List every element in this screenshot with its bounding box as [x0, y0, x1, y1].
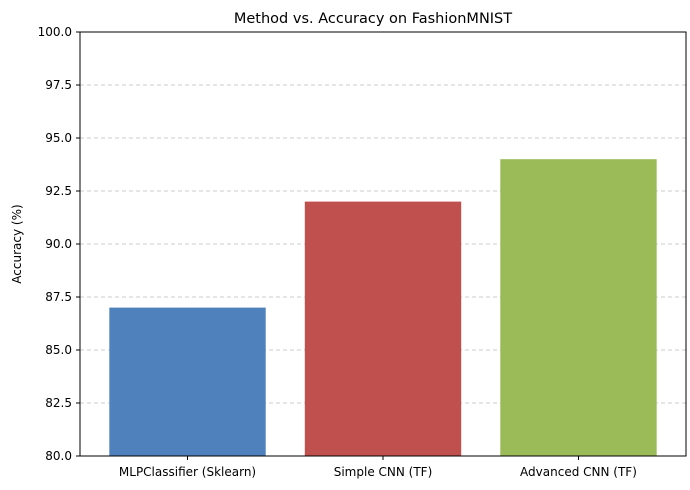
- chart-title: Method vs. Accuracy on FashionMNIST: [234, 11, 512, 27]
- y-axis-label: Accuracy (%): [10, 204, 24, 283]
- bar: [304, 201, 462, 456]
- bar: [109, 307, 266, 456]
- y-tick-label: 85.0: [45, 343, 72, 357]
- x-axis-ticks: MLPClassifier (Sklearn) Simple CNN (TF) Ad…: [119, 456, 637, 479]
- y-tick-label: 100.0: [38, 25, 72, 39]
- y-axis-ticks: 80.0 82.5 85.0 87.5 90.0 92.5 95.0 97.5 100.0: [38, 25, 80, 463]
- x-tick-label: MLPClassifier (Sklearn): [119, 465, 256, 479]
- x-tick-label: Advanced CNN (TF): [520, 465, 637, 479]
- x-tick-label: Simple CNN (TF): [334, 465, 433, 479]
- y-tick-label: 80.0: [45, 449, 72, 463]
- y-tick-label: 90.0: [45, 237, 72, 251]
- y-tick-label: 87.5: [45, 290, 72, 304]
- bars: [109, 159, 657, 456]
- y-tick-label: 92.5: [45, 184, 72, 198]
- bar: [500, 159, 657, 456]
- y-tick-label: 82.5: [45, 396, 72, 410]
- y-tick-label: 97.5: [45, 78, 72, 92]
- y-tick-label: 95.0: [45, 131, 72, 145]
